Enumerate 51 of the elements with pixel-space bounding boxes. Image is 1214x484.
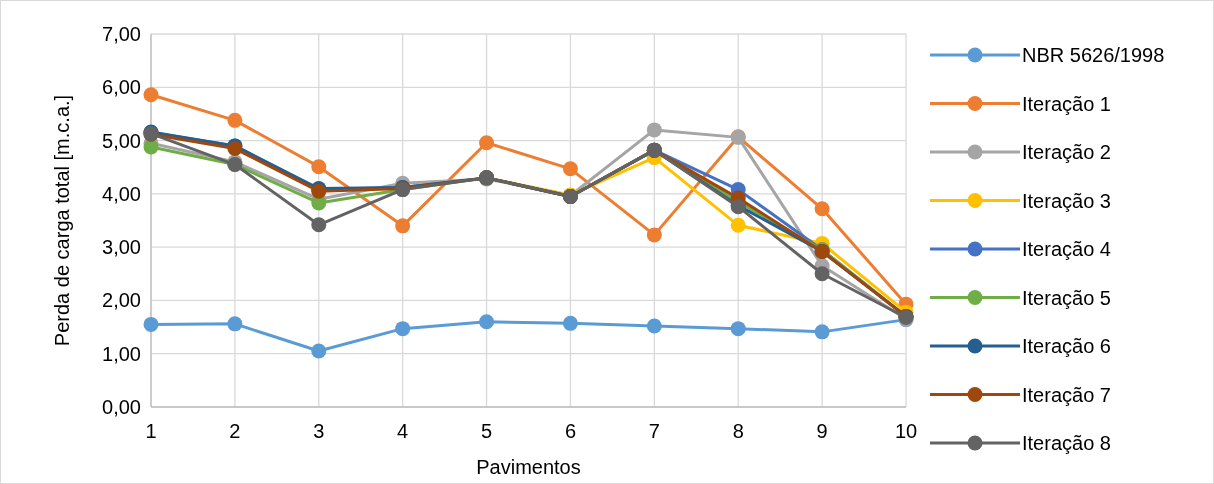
point — [143, 87, 159, 103]
point — [311, 343, 327, 359]
point — [479, 314, 495, 330]
x-tick-label: 3 — [313, 420, 325, 442]
legend-label: Iteração 7 — [1022, 383, 1111, 406]
x-tick-label: 2 — [229, 420, 241, 442]
point — [814, 324, 830, 340]
x-tick-label: 1 — [145, 420, 157, 442]
y-tick-label: 3,00 — [102, 236, 141, 259]
y-tick-label: 7,00 — [102, 23, 141, 45]
point — [646, 122, 662, 138]
y-tick-label: 0,00 — [102, 396, 141, 418]
legend-label: Iteração 2 — [1022, 141, 1111, 163]
legend-label: Iteração 5 — [1022, 286, 1111, 309]
y-tick-label: 2,00 — [102, 289, 141, 312]
y-tick-label: 5,00 — [102, 129, 141, 152]
x-tick-label: 7 — [648, 420, 660, 442]
point — [143, 316, 159, 332]
x-tick-label: 10 — [894, 420, 918, 442]
y-tick-label: 4,00 — [102, 182, 141, 205]
legend-label: NBR 5626/1998 — [1022, 44, 1165, 66]
legend-label: Iteração 3 — [1022, 189, 1111, 212]
point — [311, 217, 327, 233]
point — [646, 318, 662, 334]
point — [311, 159, 327, 175]
x-tick-label: 8 — [732, 420, 744, 442]
point — [646, 227, 662, 243]
point — [730, 217, 746, 233]
point — [562, 161, 578, 177]
y-tick-label: 6,00 — [102, 76, 141, 99]
y-tick-label: 1,00 — [102, 342, 141, 365]
x-tick-label: 5 — [480, 420, 493, 442]
point — [814, 201, 830, 217]
x-tick-label: 4 — [397, 420, 409, 442]
point — [814, 266, 830, 282]
legend-label: Iteração 4 — [1022, 238, 1111, 260]
legend-label: Iteração 6 — [1022, 335, 1111, 357]
point — [730, 321, 746, 337]
point — [227, 316, 243, 332]
point — [479, 135, 495, 151]
x-tick-label: 9 — [816, 420, 828, 442]
legend-label: Iteração 1 — [1022, 92, 1111, 115]
point — [562, 315, 578, 331]
x-tick-label: 6 — [564, 420, 577, 442]
point — [227, 112, 243, 128]
x-axis-title: Pavimentos — [476, 456, 581, 478]
point — [143, 139, 159, 155]
point — [395, 321, 411, 337]
y-axis-title: Perda de carga total [m.c.a.] — [51, 94, 73, 347]
point — [395, 218, 411, 234]
legend-label: Iteração 8 — [1022, 432, 1111, 454]
